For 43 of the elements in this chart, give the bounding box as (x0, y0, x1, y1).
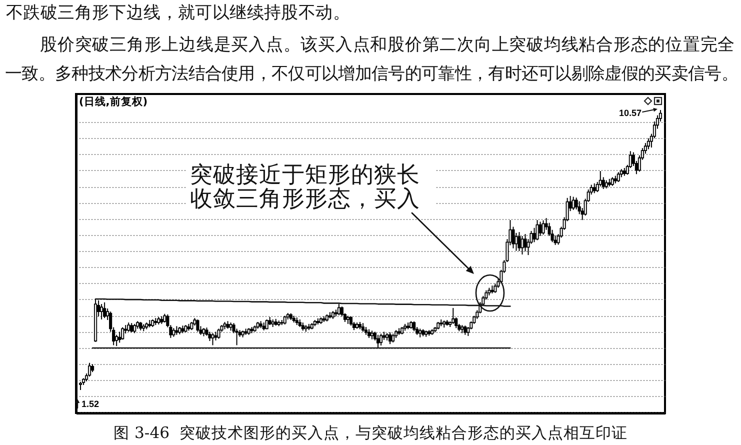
candlestick (337, 304, 340, 316)
annotation: 突破接近于矩形的狭长收敛三角形形态，买入 (187, 162, 435, 212)
candlestick (452, 307, 455, 324)
candlestick (115, 334, 118, 347)
candlestick (464, 325, 467, 336)
candlestick (388, 332, 392, 345)
text: 图 3-46 突破技术图形的买入点，与突破均线粘合形态的买入点相互印证 (112, 424, 628, 442)
candlestick (100, 304, 104, 320)
candlestick (130, 322, 134, 333)
candlestick (88, 362, 92, 378)
candlestick (121, 326, 124, 340)
candlestick (494, 283, 497, 294)
candlestick (118, 331, 122, 344)
candlestick (514, 232, 518, 252)
candlestick (196, 318, 200, 332)
candlestick (532, 227, 536, 243)
candlestick (412, 320, 416, 332)
candlestick (208, 331, 212, 342)
candlestick (211, 332, 214, 346)
candlestick (524, 234, 527, 252)
candlestick (572, 196, 575, 210)
candlestick (518, 232, 521, 252)
candlestick (542, 220, 545, 236)
candlestick (538, 221, 542, 236)
candlestick (133, 323, 136, 334)
text: 股价突破三角形上边线是买入点。该买入点和股价第二次向上突破均线粘合形态的位置完全 (40, 35, 735, 55)
candlestick (217, 328, 220, 340)
text: 不跌破三角形下边线，就可以继续持股不动。 (6, 3, 350, 23)
text: 一致。多种技术分析方法结合使用，不仅可以增加信号的可靠性，有时还可以剔除虚假的买卖信号。 (5, 64, 738, 84)
annotation: 10.57 (618, 108, 642, 118)
candlestick (592, 182, 596, 194)
candlestick (379, 333, 383, 346)
candlestick (376, 334, 380, 348)
candlestick (646, 138, 650, 150)
text: 1.52 (82, 399, 100, 409)
candlestick (103, 302, 106, 319)
candlestick (536, 220, 539, 241)
chart-subtitle: (日线,前复权) (79, 95, 148, 108)
candlestick (574, 197, 578, 210)
candlestick (616, 172, 620, 182)
candlestick (349, 316, 352, 326)
candlestick (127, 322, 130, 332)
candlestick (520, 236, 524, 255)
